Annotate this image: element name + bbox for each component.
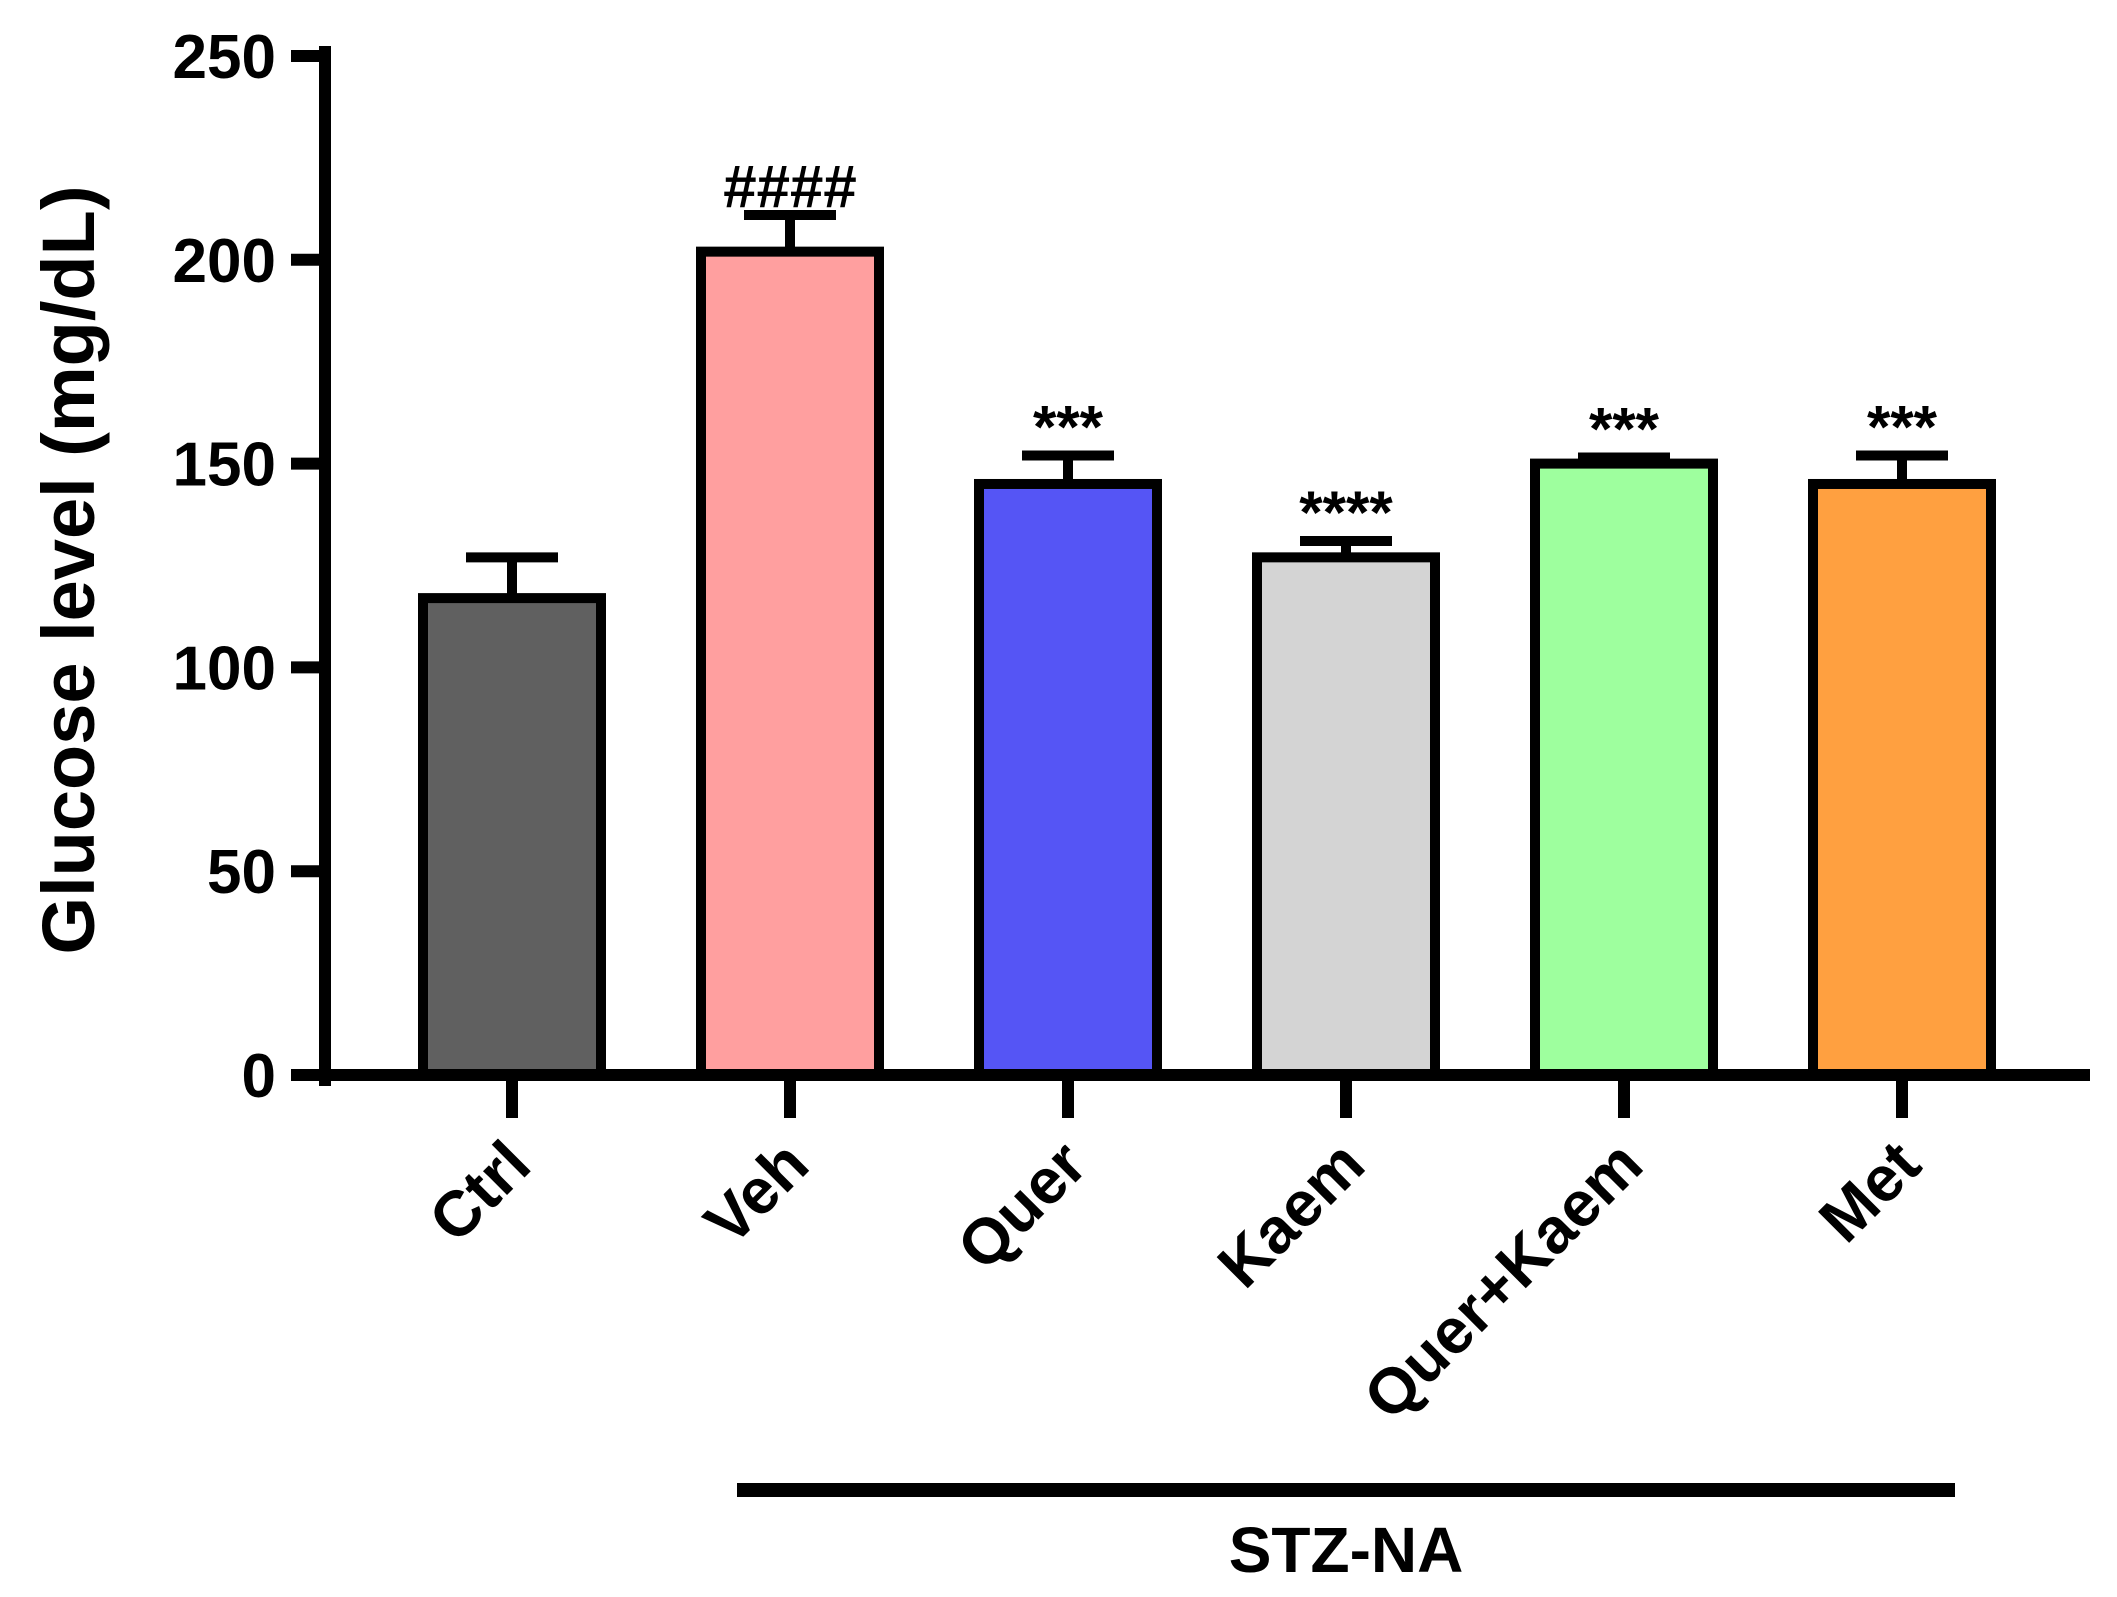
bar-quer [974,478,1162,1081]
error-bars-layer [466,209,1948,599]
y-tick-label: 100 [173,634,276,703]
y-tick-label: 0 [242,1042,276,1111]
significance-label: *** [1589,395,1660,462]
category-label: Quer+Kaem [1350,1127,1656,1433]
x-ticks-layer [506,1075,1908,1118]
group-bracket: STZ-NA [737,1483,1955,1586]
significance-label: *** [1867,393,1938,460]
significance-label: *** [1033,393,1104,460]
bars-layer [418,246,1996,1081]
y-ticks-layer: 0 50 100 150 200 250 [173,23,325,1111]
y-tick-label: 150 [173,431,276,500]
y-tick-label: 50 [207,838,276,907]
bar-veh [696,246,884,1080]
bar-met [1808,478,1996,1081]
group-bracket-label: STZ-NA [1229,1514,1464,1586]
category-label: Quer [943,1127,1100,1284]
category-label: Kaem [1204,1127,1378,1301]
y-axis-title: Glucose level (mg/dL) [27,186,110,955]
y-tick-label: 200 [173,227,276,296]
significance-labels-layer: ####********** *** [723,153,1937,546]
y-tick-label: 250 [173,23,276,92]
significance-label: #### [723,153,856,220]
category-label: Met [1805,1127,1934,1256]
significance-label: **** [1299,479,1393,546]
axes-layer [319,46,2090,1086]
bar-ctrl [418,593,606,1080]
category-label: Ctrl [415,1127,544,1256]
bar-quer-kaem [1530,458,1718,1081]
category-label: Veh [690,1127,821,1258]
bar-kaem [1252,552,1440,1080]
